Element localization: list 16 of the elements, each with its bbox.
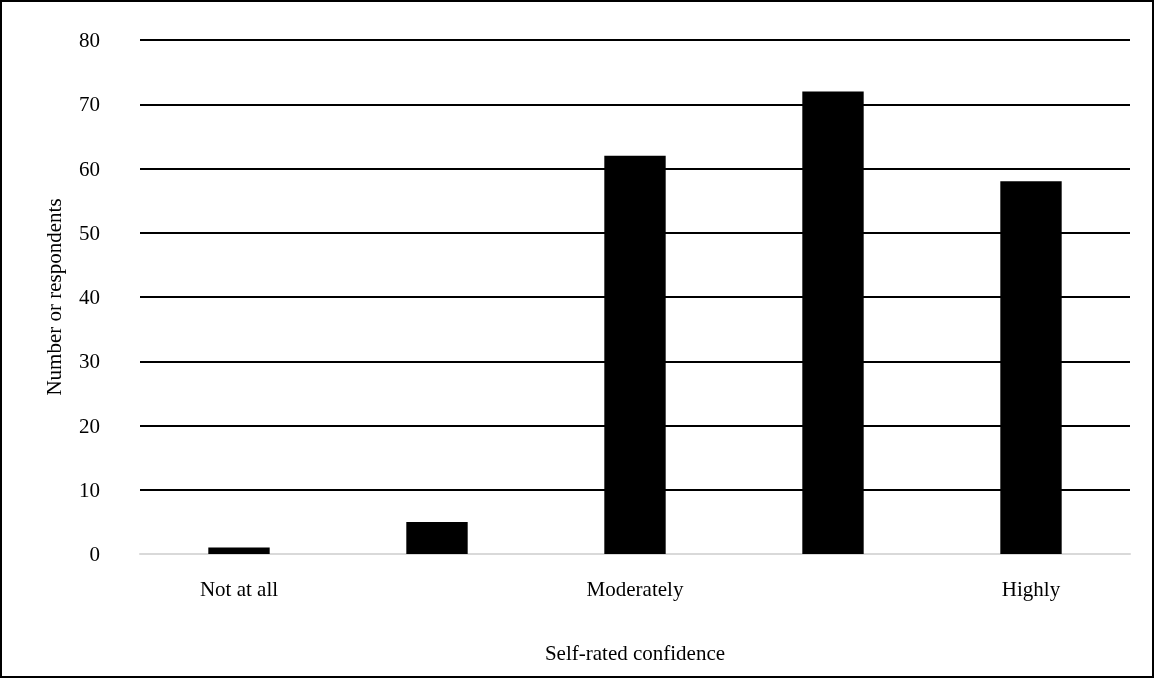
y-tick-label: 20: [79, 413, 100, 438]
x-axis-title: Self-rated confidence: [544, 640, 726, 665]
y-axis-title: Number or respondents: [41, 198, 66, 396]
bar: [406, 521, 468, 554]
y-tick-label: 70: [79, 92, 100, 117]
x-tick-label: Highly: [1001, 576, 1061, 601]
x-tick-label: Not at all: [199, 576, 279, 601]
y-tick-label: 30: [79, 349, 100, 374]
y-tick-label: 40: [79, 285, 100, 309]
y-tick-label: 80: [79, 28, 100, 52]
y-tick-label: 50: [79, 220, 100, 245]
bar: [208, 547, 270, 554]
y-tick-label: 60: [79, 156, 100, 181]
y-tick-label: 10: [79, 477, 100, 502]
y-tick-label: 0: [89, 542, 100, 566]
x-tick-label: Moderately: [586, 576, 684, 601]
